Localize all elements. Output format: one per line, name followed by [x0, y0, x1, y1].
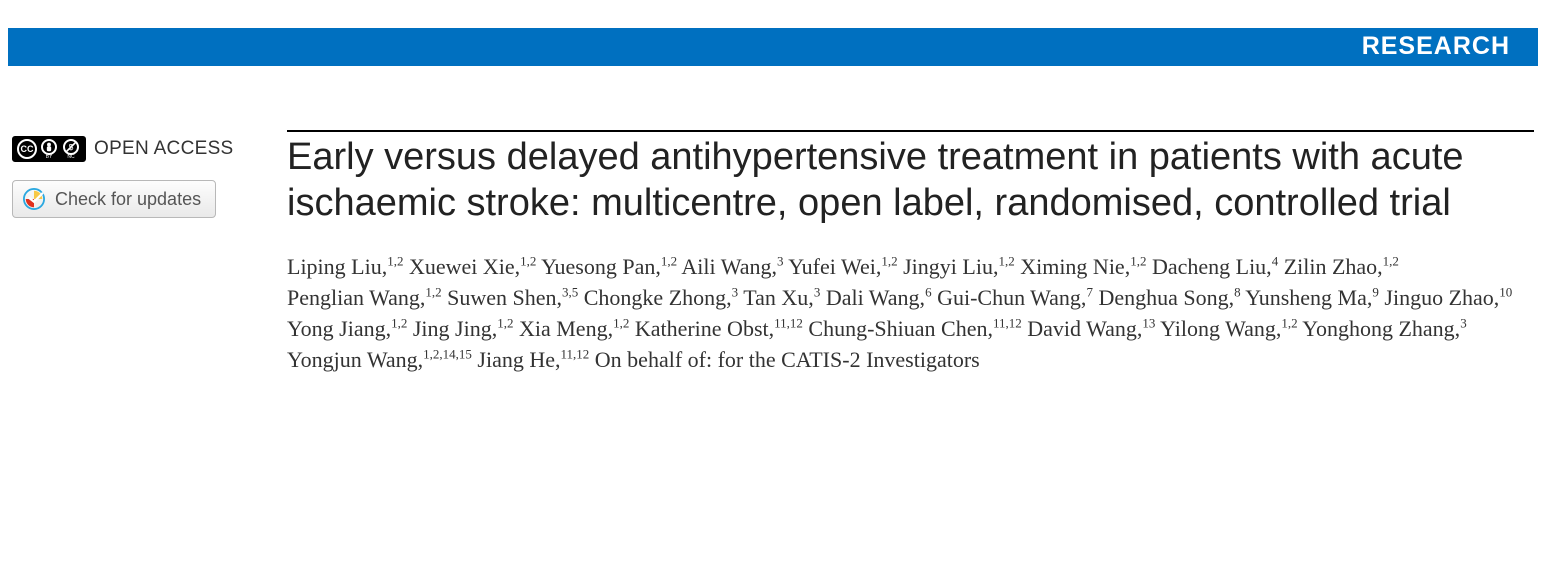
- author: Liping Liu,1,2: [287, 254, 403, 279]
- on-behalf-text: On behalf of: for the CATIS-2 Investigat…: [595, 347, 980, 372]
- author-affiliation: 1,2: [1281, 316, 1297, 331]
- author-affiliation: 10: [1499, 285, 1512, 300]
- author: Yuesong Pan,1,2: [541, 254, 677, 279]
- author: Zilin Zhao,1,2: [1284, 254, 1399, 279]
- author-affiliation: 6: [925, 285, 932, 300]
- author-affiliation: 1,2: [613, 316, 629, 331]
- author-affiliation: 1,2: [1130, 253, 1146, 268]
- author-list: Liping Liu,1,2 Xuewei Xie,1,2 Yuesong Pa…: [287, 251, 1534, 376]
- article-header: Early versus delayed antihypertensive tr…: [287, 130, 1534, 376]
- author-affiliation: 11,12: [561, 347, 590, 362]
- author-affiliation: 3: [814, 285, 821, 300]
- author-affiliation: 1,2: [520, 253, 536, 268]
- author: Jing Jing,1,2: [413, 316, 514, 341]
- author: Yilong Wang,1,2: [1160, 316, 1298, 341]
- author-affiliation: 1,2,14,15: [423, 347, 472, 362]
- banner-label: RESEARCH: [1362, 32, 1510, 60]
- author: Dacheng Liu,4: [1152, 254, 1278, 279]
- open-access-badge: CC BY $ NC OPEN ACCESS: [12, 136, 271, 162]
- check-updates-label: Check for updates: [55, 189, 201, 210]
- author-affiliation: 1,2: [661, 253, 677, 268]
- author-affiliation: 4: [1272, 253, 1279, 268]
- author-affiliation: 3: [1460, 316, 1467, 331]
- author-affiliation: 13: [1142, 316, 1155, 331]
- section-banner: RESEARCH: [8, 28, 1538, 66]
- author: Yufei Wei,1,2: [788, 254, 897, 279]
- author: Suwen Shen,3,5: [447, 285, 578, 310]
- author-affiliation: 9: [1372, 285, 1379, 300]
- author: Penglian Wang,1,2: [287, 285, 442, 310]
- author: Denghua Song,8: [1098, 285, 1240, 310]
- crossmark-icon: [23, 188, 45, 210]
- author-affiliation: 1,2: [1383, 253, 1399, 268]
- author: Katherine Obst,11,12: [635, 316, 803, 341]
- by-icon: BY: [39, 139, 59, 159]
- author-affiliation: 1,2: [391, 316, 407, 331]
- author: Aili Wang,3: [681, 254, 783, 279]
- author: Yongjun Wang,1,2,14,15: [287, 347, 472, 372]
- author: Chongke Zhong,3: [584, 285, 738, 310]
- author-affiliation: 3: [777, 253, 784, 268]
- author: Ximing Nie,1,2: [1020, 254, 1146, 279]
- author: Jingyi Liu,1,2: [903, 254, 1015, 279]
- author-affiliation: 7: [1086, 285, 1093, 300]
- author: Yunsheng Ma,9: [1245, 285, 1379, 310]
- author-affiliation: 1,2: [881, 253, 897, 268]
- author: Chung-Shiuan Chen,11,12: [808, 316, 1021, 341]
- author-affiliation: 1,2: [387, 253, 403, 268]
- article-title: Early versus delayed antihypertensive tr…: [287, 134, 1534, 227]
- author: Xia Meng,1,2: [519, 316, 629, 341]
- author: Xuewei Xie,1,2: [409, 254, 536, 279]
- author-affiliation: 1,2: [998, 253, 1014, 268]
- open-access-label: OPEN ACCESS: [94, 138, 234, 160]
- author: Jiang He,11,12: [477, 347, 589, 372]
- author: David Wang,13: [1027, 316, 1155, 341]
- nc-icon: $ NC: [61, 139, 81, 159]
- author-affiliation: 11,12: [774, 316, 803, 331]
- author-affiliation: 8: [1234, 285, 1241, 300]
- content-row: CC BY $ NC OPEN ACCESS: [0, 66, 1546, 376]
- check-updates-button[interactable]: Check for updates: [12, 180, 216, 218]
- left-column: CC BY $ NC OPEN ACCESS: [12, 130, 287, 376]
- author-affiliation: 3,5: [562, 285, 578, 300]
- author-affiliation: 11,12: [993, 316, 1022, 331]
- author-affiliation: 1,2: [497, 316, 513, 331]
- author: Yonghong Zhang,3: [1302, 316, 1466, 341]
- author-affiliation: 3: [732, 285, 739, 300]
- author: Dali Wang,6: [826, 285, 932, 310]
- author: Gui-Chun Wang,7: [937, 285, 1093, 310]
- cc-license-icon: CC BY $ NC: [12, 136, 86, 162]
- author: Yong Jiang,1,2: [287, 316, 407, 341]
- author: Tan Xu,3: [743, 285, 820, 310]
- author: Jinguo Zhao,10: [1384, 285, 1512, 310]
- author-affiliation: 1,2: [425, 285, 441, 300]
- cc-icon: CC: [17, 139, 37, 159]
